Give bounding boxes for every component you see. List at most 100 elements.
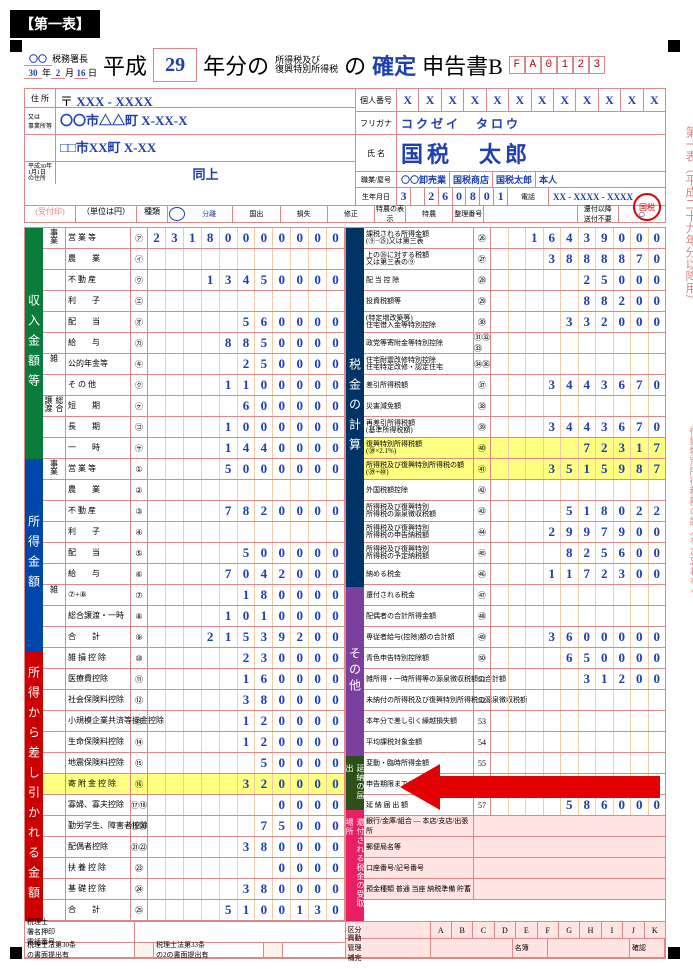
row-value: 16439000 [491,228,665,248]
row-marker: ㉙ [474,291,491,311]
kojin-digit: X [419,89,441,111]
row-marker: ㊻ [474,564,491,584]
row-value [491,354,665,374]
row-marker: ㊾ [474,627,491,647]
row-category: 雑 [43,354,66,374]
row-label: 生命保険料控除 [66,732,131,752]
row-label: 配偶者の合計所得金額 [364,606,474,626]
row-label: 配 当 [66,543,131,563]
row-marker: ㋘ [131,396,148,416]
row-value [491,774,665,794]
table-row: 災害減免額㊳ [364,396,665,417]
fa-digit: 2 [573,56,589,74]
birth-digit: 6 [439,188,453,205]
row-label: 農 業 [66,249,131,269]
row-marker: ② [131,480,148,500]
band-ennou: 延納の届出 [346,756,364,810]
table-row: 長 期㋙1000000 [43,417,344,438]
row-value: 650000 [491,648,665,668]
table-row: 地震保険料控除⑮50000 [43,753,344,774]
type-circle [169,207,185,221]
row-value: 23180000000 [148,228,344,248]
class-cell: F [538,922,559,938]
row-marker: ㋓ [131,291,148,311]
table-row: 未納付の所得税及び復興特別所得税の源泉徴収税額52 [364,690,665,711]
row-label: 営 業 等 [66,228,131,248]
row-marker: ⑫ [131,690,148,710]
row-value [491,753,665,773]
row-label: 変動・臨時所得金額 [364,753,474,773]
row-marker: ㉓ [131,858,148,878]
birth-digit: 1 [494,188,507,205]
row-value: 120000 [148,711,344,731]
row-value: 1172300 [491,564,665,584]
row-marker: ㋕ [131,333,148,353]
row-value: 230000 [148,648,344,668]
table-row: 合 計㉕5100130 [43,900,344,921]
jusho-label: 住 所 [25,89,56,107]
occ1: 〇〇卸売業 [401,173,446,186]
address-name-block: 住 所 〒 XXX - XXXX 又は事業所等 〇〇市△△町 X-XX-X □□… [24,88,666,206]
class-cell: B [452,922,473,938]
row-value: 332000 [491,312,665,332]
row-marker: ⑬ [131,711,148,731]
row-marker: ㉚ [474,312,491,332]
row-value: 518022 [491,501,665,521]
row-marker: ㉔ [131,879,148,899]
row-label: 住宅耐震改修特別控除 住宅特定改修・認定住宅 [364,354,474,374]
table-row: 事業営 業 等㋐23180000000 [43,228,344,249]
row-marker: ㋙ [131,417,148,437]
row-label: 投資税額等 [364,291,474,311]
row-label: 配偶者控除 [66,837,131,857]
shinkoku: 申告書B [422,49,503,81]
row-marker: ㊿ [474,648,491,668]
refund-row: 銀行/金庫/組合 — 本店/支店/出張所 [364,816,665,837]
row-marker: ⑪ [131,669,148,689]
table-row: 変動・臨時所得金額55 [364,753,665,774]
row-marker: ④ [131,522,148,542]
row-value: 180000 [148,585,344,605]
table-row: (特定増改築等) 住宅借入金等特別控除㉚332000 [364,312,665,333]
row-label: 納める税金 [364,564,474,584]
row-value [148,249,344,269]
row-label: 利 子 [66,522,131,542]
table-row: 課税される所得金額 (⑨−㉕)又は第三表㉖16439000 [364,228,665,249]
kojin-digit: X [621,89,643,111]
row-value: 25000 [491,270,665,290]
row-value: 0000 [148,795,344,815]
address-line1: 〇〇市△△町 X-XX-X [56,108,355,134]
row-value [148,522,344,542]
seal-stamp: 国税 [633,193,661,221]
row-label: 還付される税金 [364,585,474,605]
header: 〇〇税務署長 30年2月16日 平成 29 年分の 所得税及び 復興特別所得税 … [24,46,666,84]
row-label: 差引所得税額 [364,375,474,395]
address-line3: 同上 [56,162,355,184]
row-marker: ㊵ [474,438,491,458]
name-label: 氏 名 [356,135,397,171]
year-suffix: 年分の [203,49,269,81]
kojin-number: XXXXXXXXXXXX [397,89,665,111]
office-name: 〇〇 [24,52,52,66]
table-row: 勤労学生、障害者控除⑲⑳75000 [43,816,344,837]
row-value: 600000 [148,396,344,416]
occ3: 国税太郎 [496,173,532,186]
table-row: 所得税及び復興特別 所得税の源泉徴収税額㊸518022 [364,501,665,522]
row-marker: ㊳ [474,396,491,416]
row-marker: ③ [131,501,148,521]
name-value: 国税 太郎 [397,135,665,171]
row-label: 合 計 [66,627,131,647]
kojin-digit: X [644,89,665,111]
row-label: 社会保険料控除 [66,690,131,710]
table-row: 差引所得税額㊲3443670 [364,375,665,396]
table-row: 外国税額控除㊷ [364,480,665,501]
kojin-digit: X [397,89,419,111]
row-marker: ㉘ [474,270,491,290]
table-row: 不 動 産③7820000 [43,501,344,522]
row-value: 21539200 [148,627,344,647]
row-value [148,291,344,311]
table-row: 雑公的年金等㋖250000 [43,354,344,375]
row-label: 政党等寄附金等特別控除 [364,333,474,353]
band-refund: 還付される税金の受取場所 [346,810,364,921]
row-label: 不 動 産 [66,270,131,290]
row-value: 250000 [148,354,344,374]
